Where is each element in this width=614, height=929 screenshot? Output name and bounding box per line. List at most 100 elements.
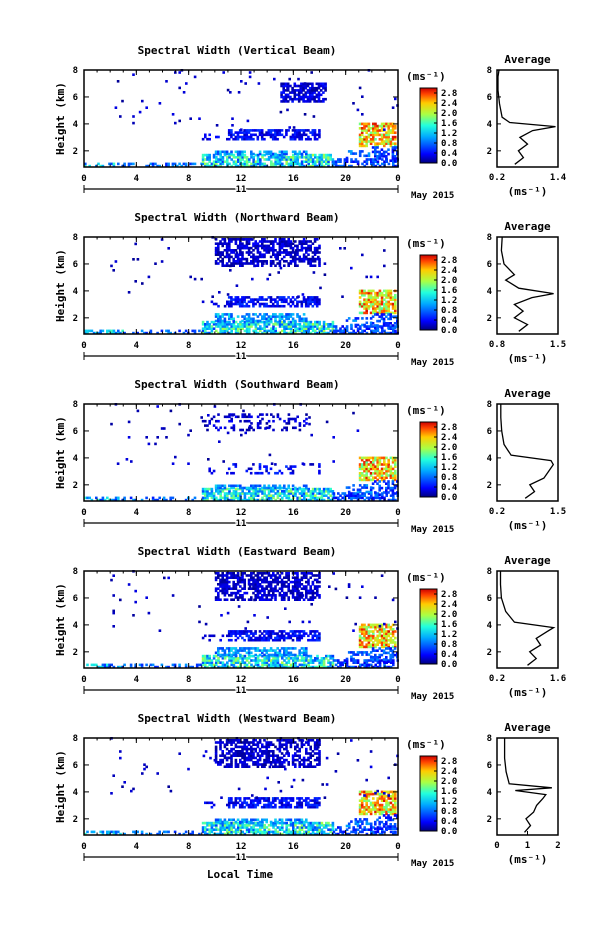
y-tick-label: 8 (73, 734, 78, 744)
panel-title: Spectral Width (Eastward Beam) (138, 545, 337, 558)
x-axis-label: Local Time (207, 868, 274, 881)
date-label: May 2015 (411, 859, 454, 869)
x-tick-label: 8 (186, 675, 191, 685)
colorbar-tick-label: 1.6 (441, 453, 457, 463)
y-tick-label: 6 (73, 93, 78, 103)
panel-4: Spectral Width (Eastward Beam)0 4 8 12 16 20 0… (54, 545, 566, 702)
x-tick-label: 4 (134, 675, 140, 685)
y-tick-label: 4 (73, 454, 79, 464)
x-tick-label: 0 (395, 842, 400, 852)
x-tick-label: 8 (186, 842, 191, 852)
y-axis-label: Height (km) (54, 416, 67, 489)
colorbar-tick-label: 2.4 (441, 433, 458, 443)
x-tick-label: 20 (340, 174, 351, 184)
colorbar-tick-label: 0.8 (441, 473, 457, 483)
panel-title: Spectral Width (Westward Beam) (138, 712, 337, 725)
average-y-tick-label: 2 (487, 481, 492, 491)
day-label: 11 (236, 686, 247, 696)
average-x-tick-label: 0.8 (489, 340, 505, 350)
average-x-tick-label: 2 (555, 841, 560, 851)
y-tick-label: 2 (73, 147, 78, 157)
colorbar-tick-label: 0.0 (441, 159, 457, 169)
colorbar-tick-label: 1.2 (441, 463, 457, 473)
average-x-tick-label: 0.2 (489, 674, 505, 684)
colorbar-tick-label: 2.4 (441, 600, 458, 610)
colorbar (419, 755, 438, 832)
panel-title: Spectral Width (Southward Beam) (134, 378, 339, 391)
y-tick-label: 6 (73, 260, 78, 270)
average-y-tick-label: 8 (487, 567, 492, 577)
colorbar-tick-label: 0.0 (441, 493, 457, 503)
average-title: Average (504, 53, 551, 66)
x-tick-label: 12 (236, 174, 247, 184)
x-tick-label: 0 (81, 174, 86, 184)
panel-2: Spectral Width (Northward Beam)0 4 8 12 16 20… (54, 211, 566, 368)
x-tick-label: 16 (288, 675, 299, 685)
y-tick-label: 6 (73, 761, 78, 771)
colorbar-tick-label: 2.0 (441, 443, 457, 453)
colorbar-tick-label: 0.0 (441, 326, 457, 336)
colorbar-tick-label: 2.4 (441, 266, 458, 276)
average-x-tick-label: 1.5 (550, 507, 566, 517)
average-y-tick-label: 8 (487, 734, 492, 744)
colorbar-tick-label: 0.8 (441, 807, 457, 817)
average-title: Average (504, 721, 551, 734)
date-label: May 2015 (411, 191, 454, 201)
x-tick-label: 4 (134, 842, 140, 852)
colorbar-tick-label: 2.4 (441, 767, 458, 777)
average-x-tick-label: 1 (525, 841, 530, 851)
colorbar-tick-label: 1.2 (441, 630, 457, 640)
average-profile-line (499, 571, 556, 666)
colorbar-tick-label: 0.4 (441, 483, 458, 493)
y-tick-label: 2 (73, 648, 78, 658)
colorbar-tick-label: 1.2 (441, 296, 457, 306)
date-label: May 2015 (411, 525, 454, 535)
average-unit: (ms⁻¹) (508, 519, 548, 532)
colorbar-tick-label: 2.0 (441, 276, 457, 286)
y-tick-label: 8 (73, 400, 78, 410)
colorbar-tick-label: 2.4 (441, 99, 458, 109)
average-y-tick-label: 4 (487, 454, 493, 464)
colorbar-tick-label: 0.4 (441, 316, 458, 326)
y-tick-label: 2 (73, 815, 78, 825)
x-tick-label: 12 (236, 508, 247, 518)
average-x-tick-label: 1.4 (550, 173, 567, 183)
y-tick-label: 8 (73, 567, 78, 577)
heatmap-cells (84, 403, 399, 502)
average-x-tick-label: 0.2 (489, 173, 505, 183)
x-tick-label: 0 (81, 341, 86, 351)
day-label: 11 (236, 853, 247, 863)
average-title: Average (504, 554, 551, 567)
x-tick-label: 0 (81, 675, 86, 685)
average-panel: Average 0.2 1.4 2 4 6 8 (ms⁻¹) (487, 53, 567, 198)
x-tick-label: 0 (395, 341, 400, 351)
average-y-tick-label: 6 (487, 93, 492, 103)
x-tick-label: 20 (340, 842, 351, 852)
x-tick-label: 12 (236, 341, 247, 351)
x-tick-label: 4 (134, 508, 140, 518)
average-y-tick-label: 4 (487, 120, 493, 130)
average-unit: (ms⁻¹) (508, 185, 548, 198)
colorbar-unit: (ms⁻¹) (406, 571, 446, 584)
colorbar-tick-label: 0.4 (441, 817, 458, 827)
colorbar (419, 421, 438, 498)
panel-3: Spectral Width (Southward Beam)0 4 8 12 16 20… (54, 378, 566, 535)
average-y-tick-label: 6 (487, 427, 492, 437)
y-tick-label: 6 (73, 427, 78, 437)
average-panel: Average 0.8 1.5 2 4 6 8 (ms⁻¹) (487, 220, 567, 365)
y-tick-label: 2 (73, 481, 78, 491)
average-frame (496, 570, 559, 669)
x-tick-label: 20 (340, 675, 351, 685)
average-x-tick-label: 0 (494, 841, 499, 851)
colorbar (419, 254, 438, 331)
colorbar-unit: (ms⁻¹) (406, 404, 446, 417)
y-axis-label: Height (km) (54, 82, 67, 155)
colorbar-tick-label: 0.8 (441, 139, 457, 149)
average-profile-line (500, 236, 554, 332)
average-y-tick-label: 2 (487, 314, 492, 324)
average-panel: Average 0.2 1.5 2 4 6 8 (ms⁻¹) (487, 387, 567, 532)
average-title: Average (504, 220, 551, 233)
colorbar-tick-label: 2.0 (441, 777, 457, 787)
x-tick-label: 0 (395, 174, 400, 184)
colorbar-tick-label: 1.2 (441, 129, 457, 139)
